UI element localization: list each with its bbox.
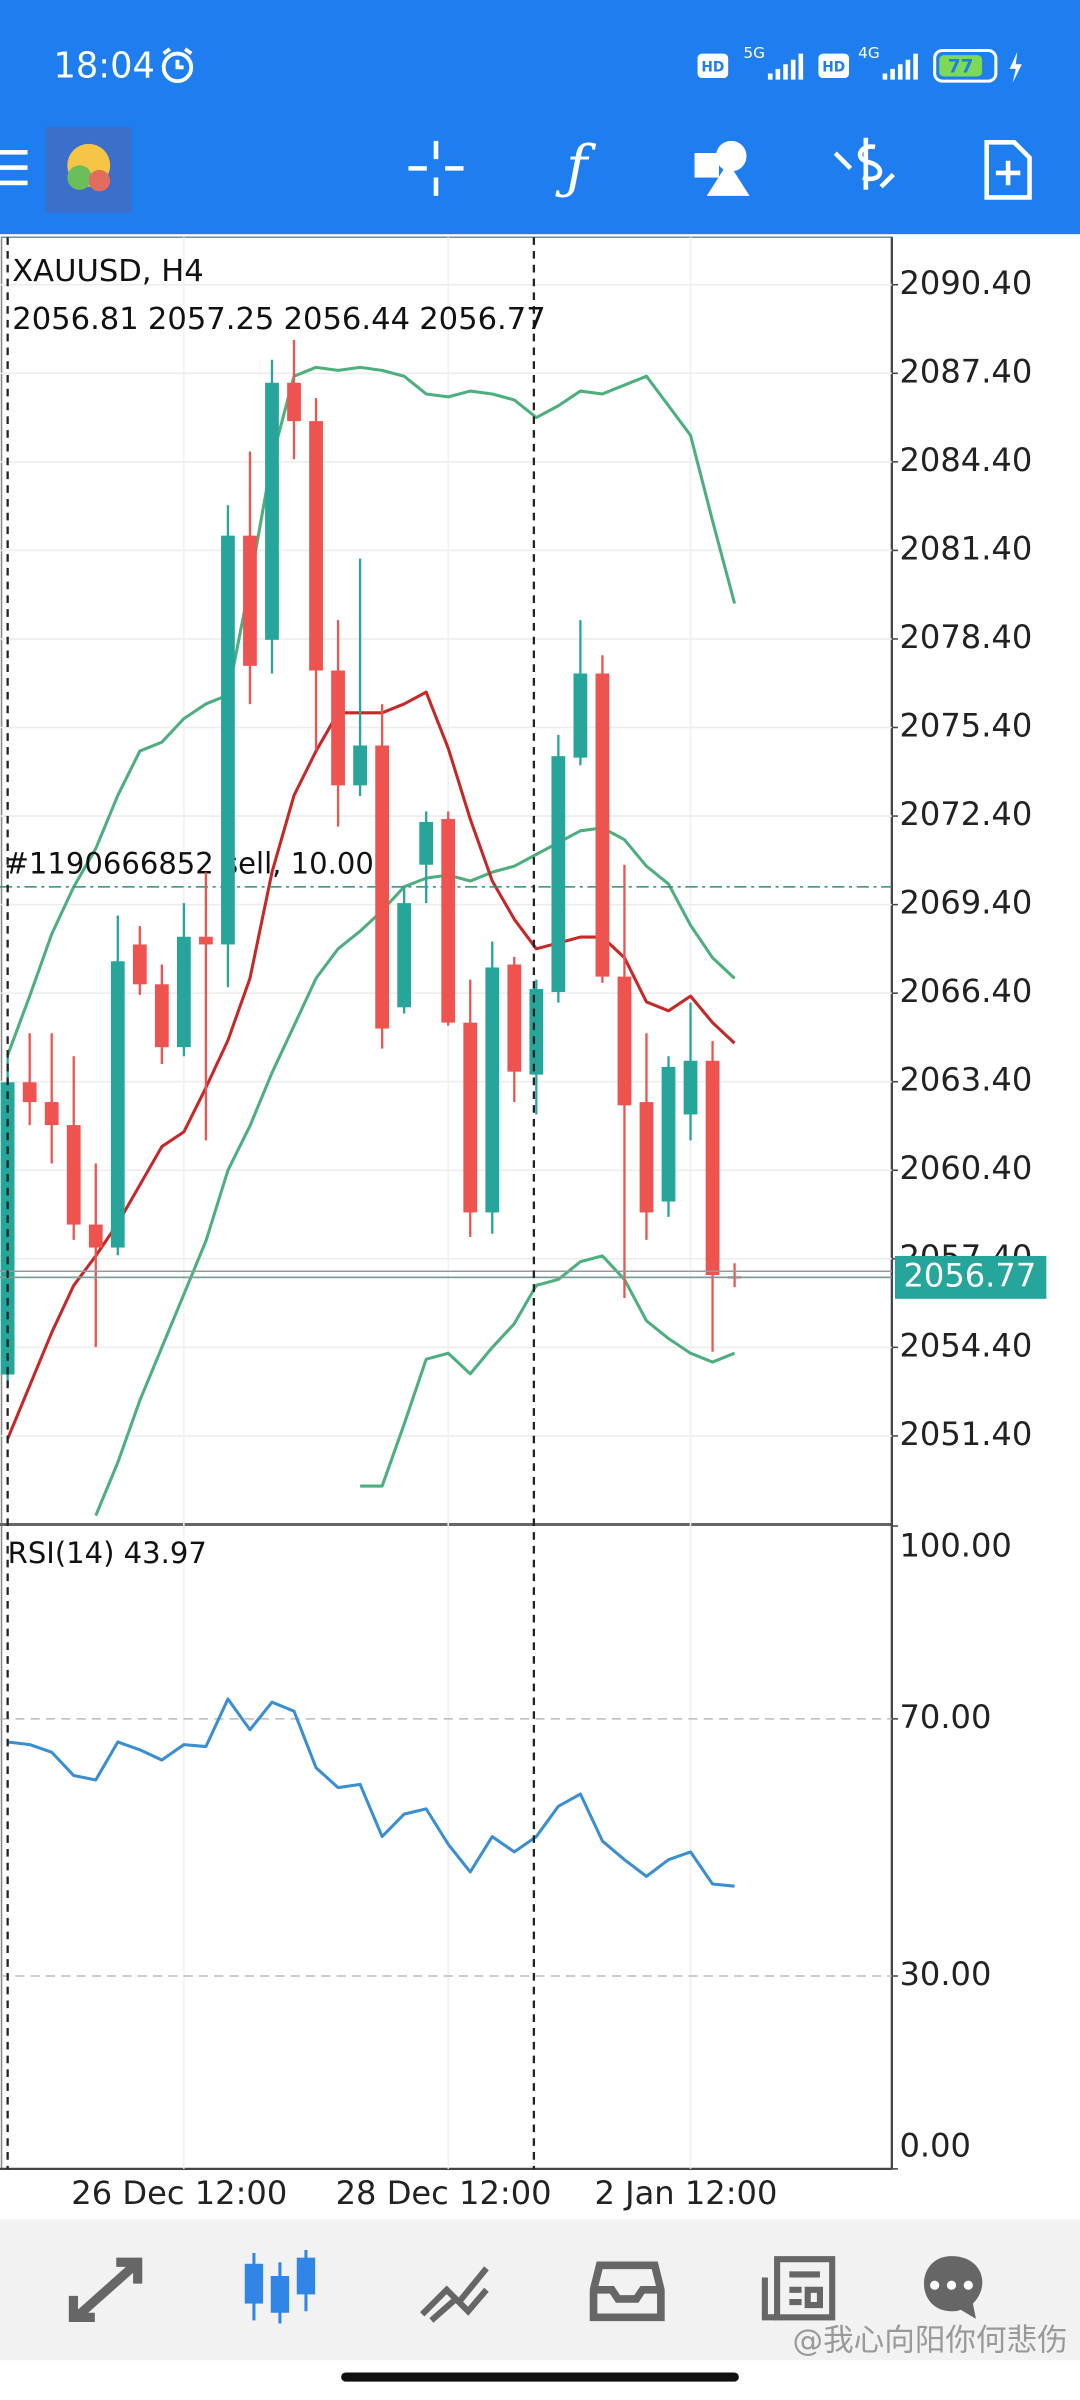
chart-tab[interactable] — [244, 2250, 316, 2324]
open-value: 2056.81 — [12, 301, 138, 336]
app-header — [0, 0, 1080, 235]
candle-body — [0, 1082, 15, 1375]
candle-body — [551, 756, 566, 992]
clock: 18:04 — [54, 45, 155, 86]
candle-body — [441, 819, 456, 1023]
candle-body — [309, 421, 323, 671]
chart-frame — [0, 236, 893, 2170]
network-type: 5G — [743, 44, 765, 62]
candle-body — [88, 1224, 103, 1248]
y-tick-label: 2075.40 — [899, 706, 1032, 744]
candle-body — [617, 976, 632, 1106]
candle-body — [573, 673, 588, 758]
alarm-icon — [161, 47, 194, 84]
candle-body — [243, 535, 257, 666]
order-label: #1190666852 sell, 10.00 — [5, 846, 374, 880]
y-tick-label: 2078.40 — [899, 618, 1032, 656]
hd-badge: HD — [701, 59, 724, 75]
candle-body — [44, 1102, 59, 1126]
candle-body — [331, 670, 345, 786]
y-tick-label: 2090.40 — [899, 264, 1032, 302]
chat-tab[interactable] — [923, 2256, 983, 2319]
y-tick-label: 2051.40 — [899, 1415, 1032, 1453]
indicator-line — [6, 365, 737, 1056]
rsi-line — [7, 1697, 735, 1888]
candle-body — [419, 821, 434, 865]
y-tick-label: 2087.40 — [899, 352, 1032, 390]
network-type: 4G — [858, 44, 880, 62]
bottom-nav — [0, 2219, 1080, 2361]
rsi-name: RSI(14) — [8, 1536, 115, 1570]
close-value: 2056.77 — [419, 301, 545, 336]
rsi-title: RSI(14) 43.97 — [8, 1536, 207, 1570]
candle-body — [397, 903, 412, 1008]
y-tick-label: 100.00 — [899, 1526, 1011, 1564]
candle-body — [199, 936, 213, 945]
y-tick-label: 2066.40 — [899, 972, 1032, 1010]
trade-tool[interactable] — [833, 137, 895, 190]
y-tick-label: 2063.40 — [899, 1061, 1032, 1099]
candle-body — [683, 1060, 698, 1115]
trade-tab[interactable] — [420, 2266, 489, 2323]
y-tick-label: 2084.40 — [899, 441, 1032, 479]
price-box — [894, 1255, 1047, 1299]
indicator-line — [6, 690, 736, 1440]
candle-body — [485, 967, 500, 1213]
home-indicator — [341, 2372, 739, 2382]
candle-body — [353, 745, 367, 786]
y-tick-label: 2060.40 — [899, 1149, 1032, 1187]
hd-badge: HD — [822, 59, 845, 75]
candle-body — [639, 1102, 654, 1213]
x-tick-label: 2 Jan 12:00 — [594, 2174, 777, 2212]
history-tab[interactable] — [589, 2261, 665, 2322]
candle-body — [221, 535, 235, 945]
indicator-line — [94, 826, 736, 1517]
news-tab[interactable] — [761, 2256, 836, 2321]
status-icons: HD 5G HD 4G 77 — [697, 44, 1022, 83]
menu-button[interactable] — [0, 150, 28, 186]
rsi-value: 43.97 — [124, 1536, 207, 1570]
candle-body — [661, 1066, 676, 1202]
low-value: 2056.44 — [284, 301, 410, 336]
y-tick-label: 30.00 — [899, 1955, 991, 1993]
watermark: @我心向阳你何悲伤 — [792, 2323, 1067, 2358]
candle-body — [507, 964, 522, 1072]
indicator-line — [360, 1254, 736, 1488]
y-tick-label: 2072.40 — [899, 795, 1032, 833]
candle-body — [287, 382, 301, 422]
app-icon[interactable] — [45, 127, 132, 213]
y-tick-label: 0.00 — [899, 2126, 971, 2164]
candle-body — [22, 1082, 37, 1103]
candle-body — [375, 745, 390, 1029]
candle-body — [705, 1060, 720, 1276]
candle-body — [595, 673, 610, 977]
y-tick-label: 70.00 — [899, 1698, 991, 1736]
battery-level: 77 — [948, 56, 974, 77]
objects-tool[interactable] — [694, 140, 750, 196]
y-tick-label: 2081.40 — [899, 529, 1032, 567]
x-tick-label: 26 Dec 12:00 — [71, 2174, 287, 2212]
plot-layer: #1190666852 sell, 10.00 — [0, 237, 898, 2170]
candle-body — [176, 936, 191, 1048]
high-value: 2057.25 — [148, 301, 274, 336]
x-tick-label: 28 Dec 12:00 — [336, 2174, 552, 2212]
symbol-title: XAUUSD, H4 — [12, 254, 204, 289]
y-tick-label: 2069.40 — [899, 884, 1032, 922]
candle-body — [529, 989, 544, 1075]
candle-body — [110, 961, 125, 1248]
candle-body — [463, 1022, 478, 1213]
y-tick-label: 2054.40 — [899, 1326, 1032, 1364]
quotes-tab[interactable] — [68, 2257, 143, 2322]
candle-body — [154, 984, 169, 1048]
candle-body — [132, 944, 147, 985]
ohlc-readout: 2056.81 2057.25 2056.44 2056.77 — [12, 301, 545, 336]
candle-body — [66, 1125, 81, 1225]
crosshair-tool[interactable] — [408, 140, 464, 196]
candle-body — [265, 382, 279, 640]
new-order-tool[interactable] — [984, 140, 1032, 200]
price-box-label: 2056.77 — [903, 1256, 1036, 1294]
